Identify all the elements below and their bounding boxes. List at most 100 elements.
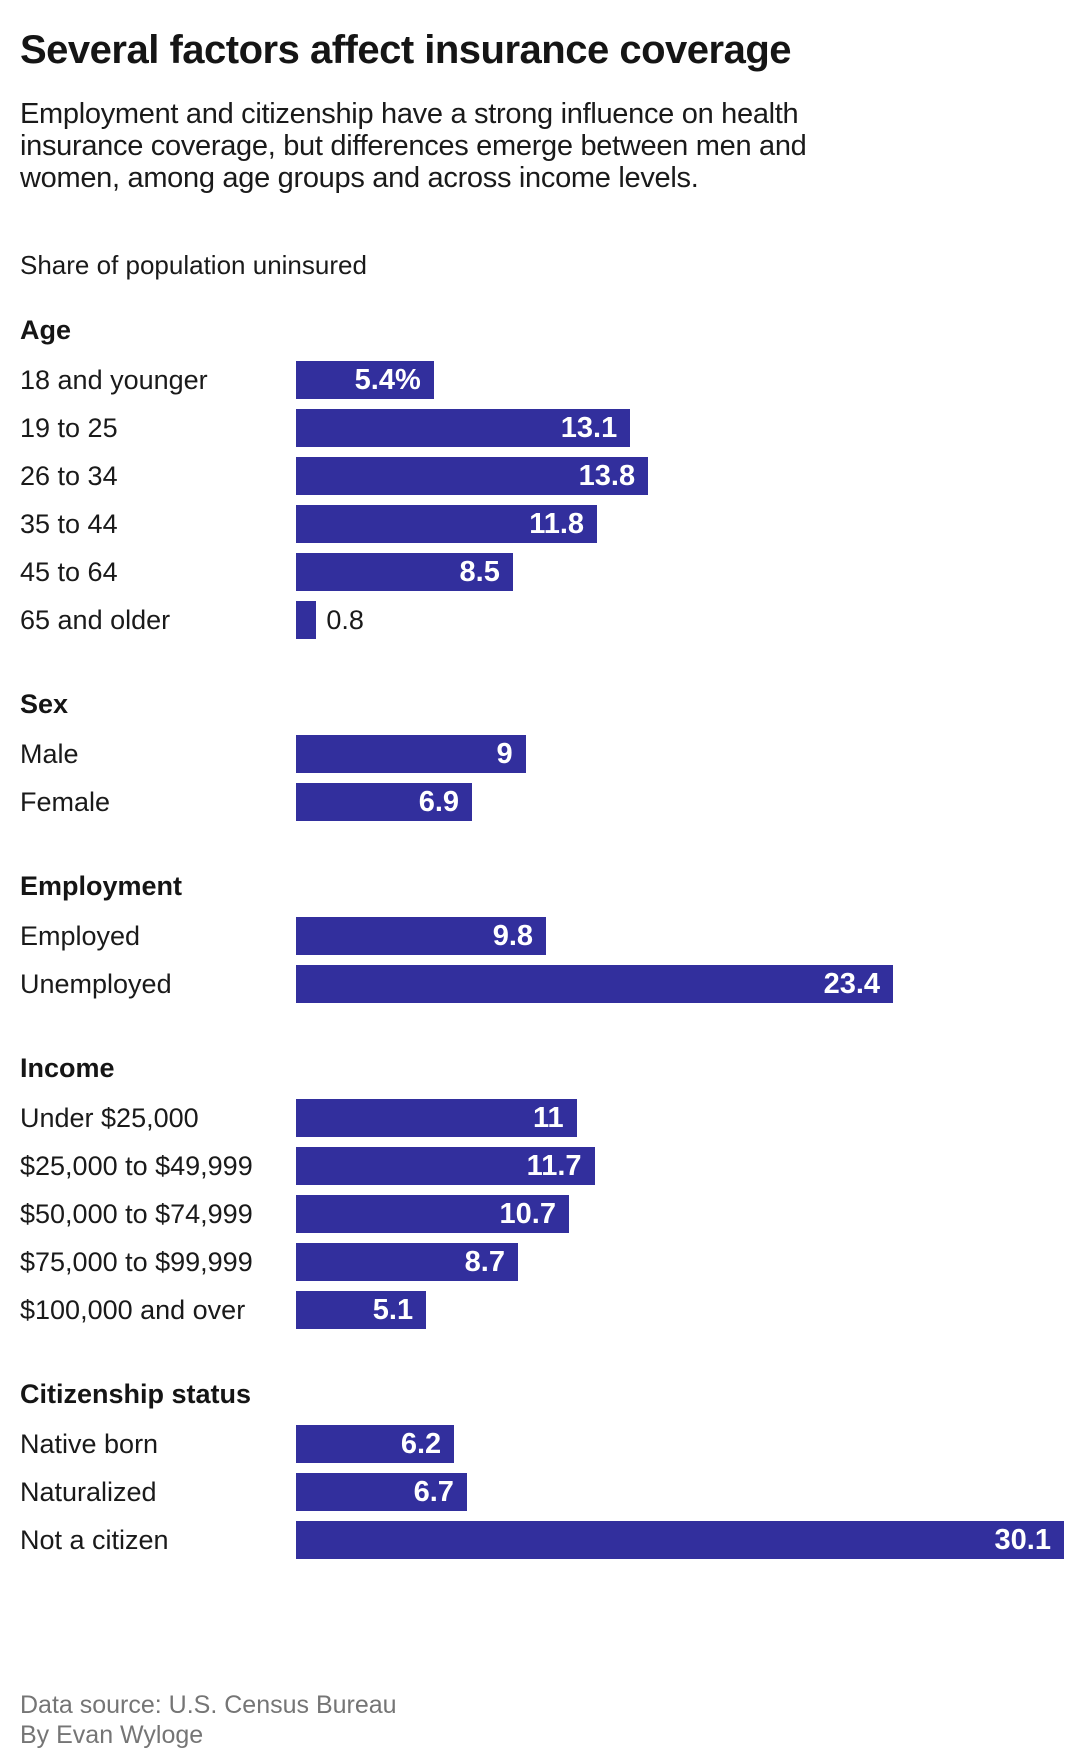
bar-value-label: 9.8 bbox=[492, 919, 534, 952]
bar-value-label: 13.1 bbox=[560, 411, 618, 444]
bar-area: 8.5 bbox=[296, 553, 1064, 591]
bar: 11.8 bbox=[296, 505, 598, 543]
bar: 13.1 bbox=[296, 409, 631, 447]
bar: 8.7 bbox=[296, 1243, 518, 1281]
footer-source: Data source: U.S. Census Bureau bbox=[20, 1691, 397, 1719]
bar-value-label: 11.8 bbox=[529, 507, 585, 540]
bar-row-label: Under $25,000 bbox=[20, 1103, 199, 1133]
bar-row-label: Female bbox=[20, 787, 111, 817]
bar-row: Employed 9.8 bbox=[20, 912, 1064, 960]
bar-row: 26 to 34 13.8 bbox=[20, 452, 1064, 500]
chart-section: Sex Male 9 Female 6.9 bbox=[20, 688, 1064, 826]
bar-area: 5.4% bbox=[296, 361, 1064, 399]
bar-row: Native born 6.2 bbox=[20, 1420, 1064, 1468]
bar: 9.8 bbox=[296, 917, 547, 955]
chart-subtitle: Employment and citizenship have a strong… bbox=[20, 98, 1064, 194]
bar-row: 45 to 64 8.5 bbox=[20, 548, 1064, 596]
bar-row: Unemployed 23.4 bbox=[20, 960, 1064, 1008]
bar-row-label: Not a citizen bbox=[20, 1525, 169, 1555]
bar-row: 19 to 25 13.1 bbox=[20, 404, 1064, 452]
bar: 5.1 bbox=[296, 1291, 427, 1329]
page-title: Several factors affect insurance coverag… bbox=[20, 28, 792, 72]
section-header: Age bbox=[20, 315, 72, 345]
subtitle-line: women, among age groups and across incom… bbox=[20, 162, 699, 194]
bar-row-label: 19 to 25 bbox=[20, 413, 118, 443]
bar-row: $25,000 to $49,999 11.7 bbox=[20, 1142, 1064, 1190]
bar-value-label: 6.2 bbox=[400, 1427, 442, 1460]
bar-value-label: 6.7 bbox=[413, 1475, 454, 1508]
bar-row: Not a citizen 30.1 bbox=[20, 1516, 1064, 1564]
bar: 8.5 bbox=[296, 553, 513, 591]
bar-value-label: 13.8 bbox=[578, 459, 636, 492]
bar-row: Female 6.9 bbox=[20, 778, 1064, 826]
bar-area: 30.1 bbox=[296, 1521, 1064, 1559]
bar-area: 9.8 bbox=[296, 917, 1064, 955]
bar-area: 13.1 bbox=[296, 409, 1064, 447]
chart-section: Age 18 and younger 5.4% 19 to 25 13.1 26 to 3… bbox=[20, 314, 1064, 644]
bar-row-label: Naturalized bbox=[20, 1477, 157, 1507]
bar-area: 9 bbox=[296, 735, 1064, 773]
bar: 30.1 bbox=[296, 1521, 1064, 1559]
bar-row: $100,000 and over 5.1 bbox=[20, 1286, 1064, 1334]
bar-value-label: 8.5 bbox=[459, 555, 500, 588]
bar-area: 6.7 bbox=[296, 1473, 1064, 1511]
bar-row-label: Employed bbox=[20, 921, 141, 951]
axis-note: Share of population uninsured bbox=[20, 250, 367, 280]
bar: 11.7 bbox=[296, 1147, 595, 1185]
bar-value-label: 5.1 bbox=[372, 1293, 414, 1326]
bar-value-label: 11 bbox=[532, 1101, 564, 1134]
bar-area: 5.1 bbox=[296, 1291, 1064, 1329]
bar-row-label: $25,000 to $49,999 bbox=[20, 1151, 253, 1181]
bar-row-label: Male bbox=[20, 739, 79, 769]
bar-value-label: 6.9 bbox=[418, 785, 460, 818]
bar-area: 0.8 bbox=[296, 601, 1064, 639]
section-header: Citizenship status bbox=[20, 1379, 252, 1409]
bar-area: 8.7 bbox=[296, 1243, 1064, 1281]
bar-row-label: $50,000 to $74,999 bbox=[20, 1199, 253, 1229]
bar-row-label: 26 to 34 bbox=[20, 461, 118, 491]
section-header: Employment bbox=[20, 871, 183, 901]
footer-byline: By Evan Wyloge bbox=[20, 1721, 204, 1749]
bar: 11 bbox=[296, 1099, 577, 1137]
bar-area: 11 bbox=[296, 1099, 1064, 1137]
bar-value-label: 10.7 bbox=[499, 1197, 556, 1230]
bar: 6.7 bbox=[296, 1473, 467, 1511]
bar-value-label: 8.7 bbox=[464, 1245, 505, 1278]
bar-area: 13.8 bbox=[296, 457, 1064, 495]
bar-chart: Age 18 and younger 5.4% 19 to 25 13.1 26 to 3… bbox=[20, 314, 1064, 1564]
section-header: Sex bbox=[20, 689, 69, 719]
bar: 10.7 bbox=[296, 1195, 569, 1233]
bar-row-label: Unemployed bbox=[20, 969, 172, 999]
bar-value-label: 11.7 bbox=[526, 1149, 582, 1182]
bar: 9 bbox=[296, 735, 526, 773]
bar: 5.4% bbox=[296, 361, 434, 399]
bar-row: 65 and older 0.8 bbox=[20, 596, 1064, 644]
bar-row: $50,000 to $74,999 10.7 bbox=[20, 1190, 1064, 1238]
bar-row-label: Native born bbox=[20, 1429, 159, 1459]
bar-row-label: 65 and older bbox=[20, 605, 171, 635]
bar-value-label: 23.4 bbox=[823, 967, 881, 1000]
bar-area: 11.7 bbox=[296, 1147, 1064, 1185]
bar-row-label: $75,000 to $99,999 bbox=[20, 1247, 253, 1277]
bar: 6.2 bbox=[296, 1425, 455, 1463]
bar-row: 18 and younger 5.4% bbox=[20, 356, 1064, 404]
bar-row: Male 9 bbox=[20, 730, 1064, 778]
bar: 23.4 bbox=[296, 965, 894, 1003]
chart-section: Employment Employed 9.8 Unemployed 23.4 bbox=[20, 870, 1064, 1008]
bar-value-label: 5.4% bbox=[354, 363, 421, 396]
subtitle-line: Employment and citizenship have a strong… bbox=[20, 98, 799, 130]
bar-row: Under $25,000 11 bbox=[20, 1094, 1064, 1142]
bar-area: 6.2 bbox=[296, 1425, 1064, 1463]
bar-area: 6.9 bbox=[296, 783, 1064, 821]
bar-value-label: 0.8 bbox=[326, 604, 364, 635]
bar-row: $75,000 to $99,999 8.7 bbox=[20, 1238, 1064, 1286]
chart-section: Citizenship status Native born 6.2 Naturali… bbox=[20, 1378, 1064, 1564]
bar-area: 10.7 bbox=[296, 1195, 1064, 1233]
bar-value-label: 30.1 bbox=[994, 1523, 1051, 1556]
bar-row: Naturalized 6.7 bbox=[20, 1468, 1064, 1516]
chart-footer: Data source: U.S. Census Bureau By Evan … bbox=[20, 1690, 1064, 1750]
bar-value-label: 9 bbox=[496, 737, 513, 770]
bar-area: 11.8 bbox=[296, 505, 1064, 543]
bar-row: 35 to 44 11.8 bbox=[20, 500, 1064, 548]
